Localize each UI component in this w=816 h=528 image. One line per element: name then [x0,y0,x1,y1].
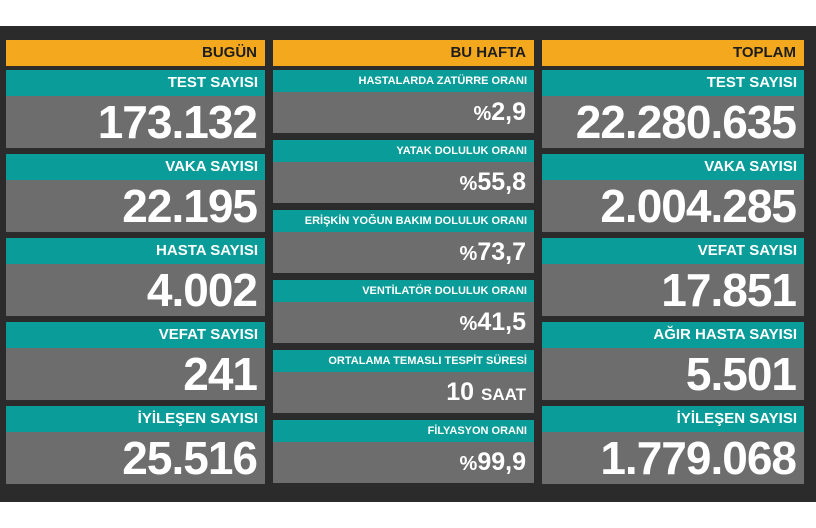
today-test-card: TEST SAYISI 173.132 [6,70,265,148]
today-recovered-value: 25.516 [122,432,258,484]
week-contact-time-label: ORTALAMA TEMASLI TESPİT SÜRESİ [273,350,534,372]
today-test-value: 173.132 [97,96,258,148]
total-severe-label: AĞIR HASTA SAYISI [542,322,804,348]
today-death-value: 241 [183,348,258,400]
total-death-label: VEFAT SAYISI [542,238,804,264]
week-bed-card: YATAK DOLULUK ORANI %55,8 [273,140,534,203]
total-case-label: VAKA SAYISI [542,154,804,180]
week-ventilator-value: %41,5 [459,308,526,336]
today-case-card: VAKA SAYISI 22.195 [6,154,265,232]
total-test-label: TEST SAYISI [542,70,804,96]
total-death-card: VEFAT SAYISI 17.851 [542,238,804,316]
today-patient-label: HASTA SAYISI [6,238,265,264]
week-contact-time-card: ORTALAMA TEMASLI TESPİT SÜRESİ 10 SAAT [273,350,534,413]
total-case-card: VAKA SAYISI 2.004.285 [542,154,804,232]
week-filiation-value: %99,9 [459,448,526,476]
total-header: TOPLAM [542,40,804,66]
today-recovered-card: İYİLEŞEN SAYISI 25.516 [6,406,265,484]
today-case-value: 22.195 [122,180,258,232]
week-header: BU HAFTA [273,40,534,66]
total-test-value: 22.280.635 [575,96,797,148]
week-contact-time-value: 10 SAAT [446,378,526,406]
total-severe-value: 5.501 [685,348,797,400]
today-test-label: TEST SAYISI [6,70,265,96]
total-death-value: 17.851 [661,264,797,316]
today-recovered-label: İYİLEŞEN SAYISI [6,406,265,432]
stats-board: BUGÜN TEST SAYISI 173.132 VAKA SAYISI 22… [0,26,816,502]
week-pneumonia-card: HASTALARDA ZATÜRRE ORANI %2,9 [273,70,534,133]
total-test-card: TEST SAYISI 22.280.635 [542,70,804,148]
total-recovered-card: İYİLEŞEN SAYISI 1.779.068 [542,406,804,484]
today-case-label: VAKA SAYISI [6,154,265,180]
total-recovered-label: İYİLEŞEN SAYISI [542,406,804,432]
total-recovered-value: 1.779.068 [600,432,797,484]
week-icu-card: ERİŞKİN YOĞUN BAKIM DOLULUK ORANI %73,7 [273,210,534,273]
week-icu-value: %73,7 [459,238,526,266]
week-bed-label: YATAK DOLULUK ORANI [273,140,534,162]
today-death-card: VEFAT SAYISI 241 [6,322,265,400]
week-filiation-label: FİLYASYON ORANI [273,420,534,442]
total-severe-card: AĞIR HASTA SAYISI 5.501 [542,322,804,400]
week-icu-label: ERİŞKİN YOĞUN BAKIM DOLULUK ORANI [273,210,534,232]
week-ventilator-label: VENTİLATÖR DOLULUK ORANI [273,280,534,302]
today-death-label: VEFAT SAYISI [6,322,265,348]
week-bed-value: %55,8 [459,168,526,196]
today-header: BUGÜN [6,40,265,66]
week-filiation-card: FİLYASYON ORANI %99,9 [273,420,534,483]
week-ventilator-card: VENTİLATÖR DOLULUK ORANI %41,5 [273,280,534,343]
today-patient-card: HASTA SAYISI 4.002 [6,238,265,316]
total-case-value: 2.004.285 [600,180,797,232]
today-patient-value: 4.002 [146,264,258,316]
week-pneumonia-label: HASTALARDA ZATÜRRE ORANI [273,70,534,92]
week-pneumonia-value: %2,9 [473,98,526,126]
